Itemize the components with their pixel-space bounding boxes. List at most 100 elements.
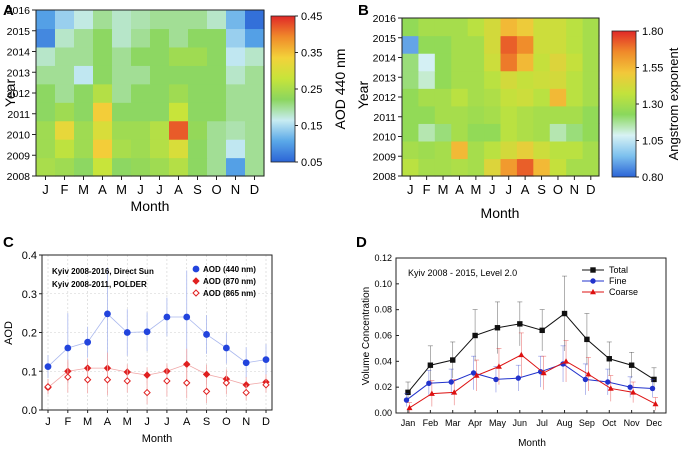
x-tick-label: M [123,416,132,428]
heatmap-cell [467,123,485,142]
x-tick-label: M [470,182,481,197]
heatmap-cell [74,139,94,159]
panel-c-letter: C [3,234,14,251]
heatmap-cell [582,123,600,142]
heatmap-cell [549,53,567,72]
heatmap-cell [169,157,189,177]
panel-c-annotation-2: Kyiv 2008-2011, POLDER [52,280,147,289]
heatmap-cell [150,83,170,103]
x-tick-label: J [45,416,51,428]
heatmap-cell [418,123,436,142]
heatmap-cell [516,70,534,89]
panel-c-series [44,267,270,405]
heatmap-cell [500,123,518,142]
data-point [183,379,191,387]
x-tick-label: M [83,416,92,428]
series-line [407,312,655,393]
heatmap-cell [207,83,227,103]
heatmap-cell [131,65,151,85]
heatmap-cell [418,53,436,72]
heatmap-cell [484,35,502,54]
heatmap-cell [169,28,189,48]
data-point [448,379,454,385]
data-point [582,376,589,383]
y-tick-label: 2013 [373,72,397,84]
x-tick-label: A [521,182,530,197]
y-tick-label: 2014 [7,47,31,59]
heatmap-cell [582,18,600,37]
heatmap-cell [55,102,75,122]
x-tick-label: Aug [557,418,573,428]
y-tick-label: 0.08 [374,305,392,315]
heatmap-cell [55,120,75,140]
heatmap-cell [516,88,534,107]
y-tick-label: 2015 [7,26,31,38]
heatmap-cell [55,139,75,159]
heatmap-cell [131,83,151,103]
heatmap-cell [36,10,56,30]
y-tick-label: 0.2 [22,328,37,340]
data-point [222,344,230,352]
data-point [649,385,656,392]
panel-b-heatmap [402,18,600,177]
heatmap-cell [74,65,94,85]
heatmap-cell [245,46,265,66]
heatmap-cell [74,120,94,140]
heatmap-cell [207,102,227,122]
heatmap-cell [549,123,567,142]
heatmap-cell [418,35,436,54]
y-tick-label: 2009 [7,150,31,162]
heatmap-cell [36,102,56,122]
x-tick-label: D [586,182,595,197]
heatmap-cell [500,35,518,54]
panel-a-colorbar [270,15,296,163]
heatmap-cell [245,83,265,103]
heatmap-cell [484,123,502,142]
heatmap-cell [516,53,534,72]
heatmap-cell [112,10,132,30]
data-point [202,387,211,396]
data-point [143,328,151,336]
data-point [242,388,250,397]
heatmap-cell [582,140,600,160]
heatmap-cell [245,10,265,30]
data-point [262,381,270,389]
heatmap-cell [36,120,56,140]
x-tick-label: Jul [536,418,548,428]
x-tick-label: A [174,182,183,197]
data-point [495,363,502,369]
heatmap-cell [533,18,551,37]
heatmap-cell [131,46,151,66]
heatmap-cell [533,140,551,160]
heatmap-cell [500,140,518,160]
x-tick-label: A [104,416,112,428]
heatmap-cell [500,70,518,89]
x-tick-label: J [137,182,144,197]
x-tick-label: J [144,416,150,428]
heatmap-cell [169,46,189,66]
heatmap-cell [188,83,208,103]
data-point [406,404,413,411]
heatmap-cell [467,70,485,89]
heatmap-cell [188,157,208,177]
heatmap-cell [484,18,502,37]
heatmap-cell [533,105,551,124]
x-tick-label: A [455,182,464,197]
data-point [262,356,270,364]
heatmap-cell [402,88,420,107]
y-tick-label: 0.06 [374,331,392,341]
colorbar-tick-label: 0.05 [301,157,322,169]
heatmap-cell [533,53,551,72]
panel-b-y-ticks: 2008 2009 2010 2011 2012 2013 2014 2015 2016 [373,13,402,183]
panel-d: D Jan Feb Mar Apr May Jun Jul Aug Sep Oct Nov Dec 0… [356,234,667,449]
heatmap-cell [434,105,452,124]
heatmap-cell [36,65,56,85]
heatmap-cell [500,18,518,37]
heatmap-cell [549,88,567,107]
heatmap-cell [131,10,151,30]
x-tick-label: M [438,182,449,197]
data-point [517,321,523,327]
y-tick-label: 2015 [373,33,397,45]
panel-a-y-axis-label: Year [2,79,18,108]
